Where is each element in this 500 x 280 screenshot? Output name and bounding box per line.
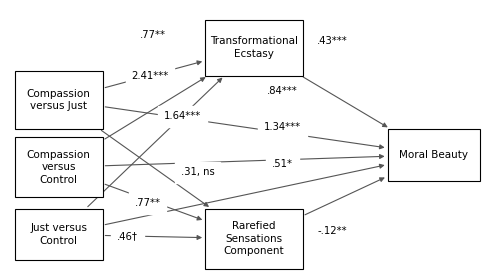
FancyBboxPatch shape: [15, 71, 102, 129]
Text: Transformational
Ecstasy: Transformational Ecstasy: [210, 36, 298, 59]
Text: Rarefied
Sensations
Component: Rarefied Sensations Component: [224, 221, 284, 256]
Text: Just versus
Control: Just versus Control: [30, 223, 88, 246]
FancyBboxPatch shape: [15, 137, 102, 197]
Text: .51*: .51*: [272, 159, 293, 169]
Text: 1.34***: 1.34***: [264, 122, 301, 132]
FancyBboxPatch shape: [205, 209, 302, 269]
Text: .31, ns: .31, ns: [180, 167, 214, 177]
Text: .84***: .84***: [267, 86, 298, 96]
FancyBboxPatch shape: [15, 209, 102, 260]
Text: Compassion
versus
Control: Compassion versus Control: [27, 150, 90, 185]
Text: Moral Beauty: Moral Beauty: [399, 150, 468, 160]
Text: .46†: .46†: [117, 232, 138, 242]
Text: .77**: .77**: [134, 198, 160, 208]
Text: .43***: .43***: [317, 36, 348, 46]
Text: .77**: .77**: [140, 30, 166, 40]
Text: -.12**: -.12**: [318, 226, 348, 236]
FancyBboxPatch shape: [205, 20, 302, 76]
Text: 1.64***: 1.64***: [164, 111, 201, 121]
Text: Compassion
versus Just: Compassion versus Just: [27, 89, 90, 111]
Text: 2.41***: 2.41***: [132, 71, 168, 81]
FancyBboxPatch shape: [388, 129, 480, 181]
